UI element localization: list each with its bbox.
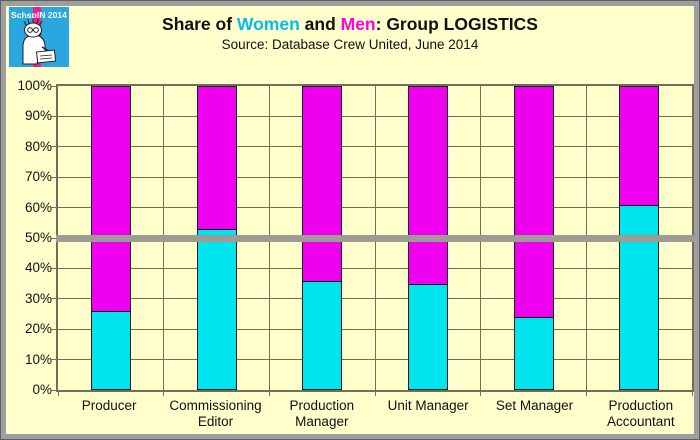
y-tick-label-100: 100% xyxy=(17,78,52,93)
y-tick-mark-100 xyxy=(51,85,56,87)
bar-segment-commissioning-editor-women xyxy=(196,228,237,390)
y-tick-mark-10 xyxy=(51,359,56,361)
y-tick-mark-0 xyxy=(51,389,56,391)
bar-segment-producer-women xyxy=(90,310,131,390)
y-tick-mark-70 xyxy=(51,176,56,178)
y-tick-mark-40 xyxy=(51,267,56,269)
bar-segment-production-manager-women xyxy=(302,280,343,390)
schspin-logo: SchspIN 2014 xyxy=(9,7,69,67)
y-tick-label-20: 20% xyxy=(24,321,52,337)
y-tick-label-50: 50% xyxy=(24,230,52,245)
x-tick-mark-1 xyxy=(163,392,165,396)
chart-subtitle: Source: Database Crew United, June 2014 xyxy=(221,37,479,52)
x-tick-mark-2 xyxy=(268,392,270,396)
x-category-label-producer: Producer xyxy=(81,398,137,413)
y-tick-mark-30 xyxy=(51,298,56,300)
x-category-label-production-accountant: Production Accountant xyxy=(607,398,675,429)
chart-title-part-2: and xyxy=(299,14,341,34)
y-tick-label-40: 40% xyxy=(24,260,52,276)
mascot-illustration xyxy=(22,18,57,65)
chart-title: Share of Women and Men: Group LOGISTICS xyxy=(6,14,694,35)
bar-segment-production-accountant-women xyxy=(619,204,660,390)
chart-title-part-3: Men xyxy=(340,14,376,34)
y-tick-label-80: 80% xyxy=(24,138,52,154)
x-category-label-set-manager: Set Manager xyxy=(495,398,574,413)
y-tick-label-70: 70% xyxy=(24,169,52,185)
x-tick-mark-3 xyxy=(374,392,376,396)
bar-segment-set-manager-men xyxy=(513,86,554,319)
y-tick-mark-90 xyxy=(51,115,56,117)
x-category-label-production-manager: Production Manager xyxy=(289,398,355,429)
x-tick-mark-4 xyxy=(480,392,482,396)
plot-area xyxy=(56,84,694,392)
reference-line-50pct xyxy=(56,234,694,242)
logo-text: SchspIN 2014 xyxy=(11,10,67,20)
x-category-label-unit-manager: Unit Manager xyxy=(387,398,469,413)
chart-title-part-4: : Group LOGISTICS xyxy=(375,14,538,34)
x-category-label-commissioning-editor: Commissioning Editor xyxy=(169,398,262,429)
chart-title-part-0: Share of xyxy=(162,14,237,34)
y-tick-label-90: 90% xyxy=(24,108,52,124)
y-tick-label-30: 30% xyxy=(24,290,52,306)
y-tick-label-0: 0% xyxy=(32,382,52,397)
x-tick-mark-0 xyxy=(57,392,59,396)
y-tick-mark-60 xyxy=(51,207,56,209)
bar-segment-production-manager-men xyxy=(302,86,343,282)
bar-producer xyxy=(90,86,131,390)
bar-segment-production-accountant-men xyxy=(619,86,660,206)
bar-production-manager xyxy=(302,86,343,390)
bar-segment-producer-men xyxy=(90,86,131,312)
bar-segment-commissioning-editor-men xyxy=(196,86,237,230)
bar-segment-unit-manager-women xyxy=(407,283,448,390)
bar-unit-manager xyxy=(407,86,448,390)
x-tick-mark-6 xyxy=(691,392,693,396)
bar-commissioning-editor xyxy=(196,86,237,390)
bar-set-manager xyxy=(513,86,554,390)
y-tick-label-60: 60% xyxy=(24,199,52,215)
y-tick-label-10: 10% xyxy=(24,351,52,367)
bar-segment-unit-manager-men xyxy=(407,86,448,285)
bar-segment-set-manager-women xyxy=(513,317,554,390)
y-tick-mark-80 xyxy=(51,146,56,148)
chart-title-part-1: Women xyxy=(236,14,300,34)
y-tick-mark-50 xyxy=(51,237,56,239)
y-tick-mark-20 xyxy=(51,328,56,330)
x-axis: Producer Commissioning Editor Production M… xyxy=(56,398,694,430)
x-tick-mark-5 xyxy=(585,392,587,396)
